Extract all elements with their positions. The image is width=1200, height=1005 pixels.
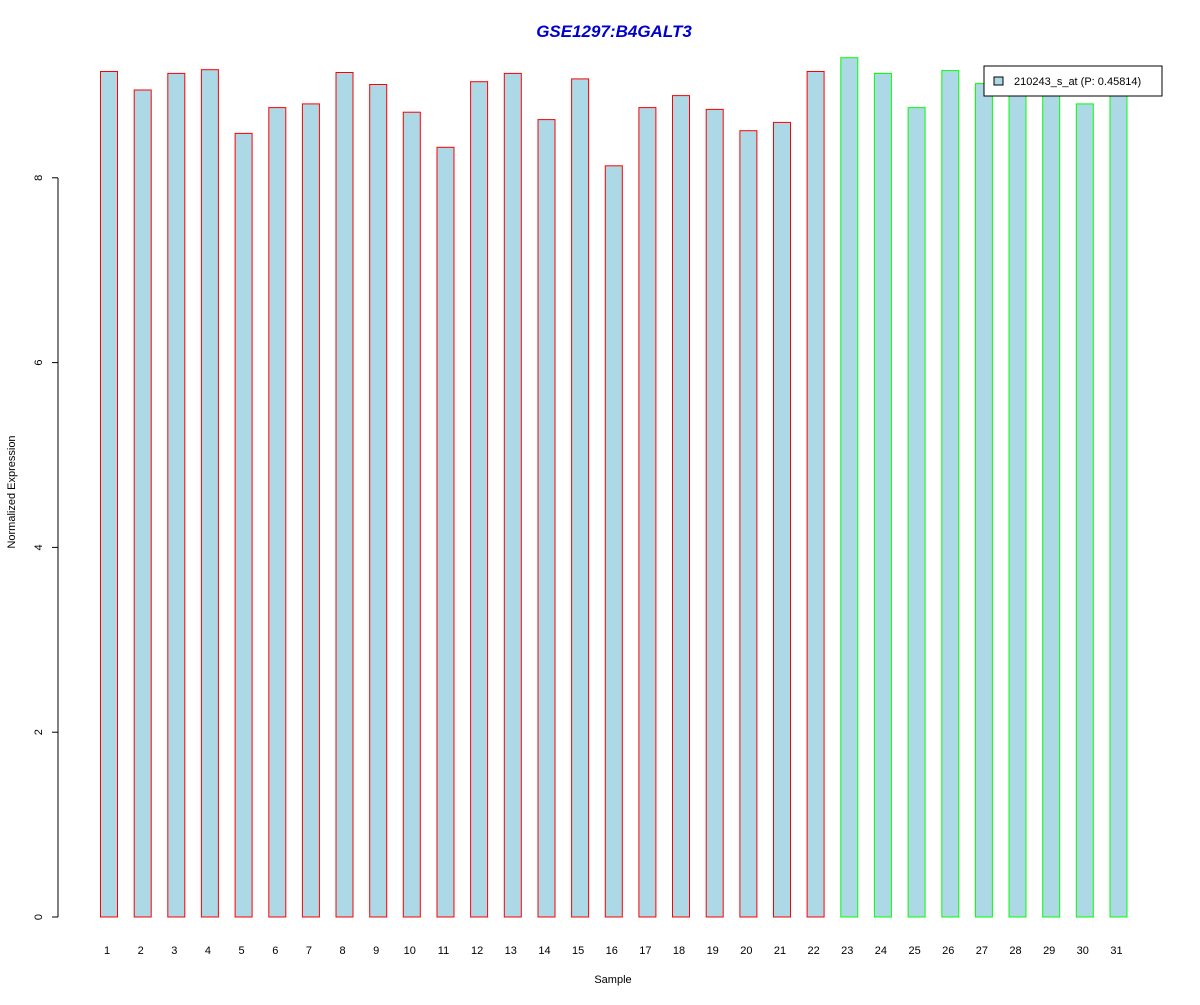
x-tick-label: 29 xyxy=(1043,945,1055,957)
x-tick-label: 4 xyxy=(205,945,211,957)
x-tick-label: 16 xyxy=(606,945,618,957)
legend: 210243_s_at (P: 0.45814) xyxy=(983,65,1163,97)
bar-22 xyxy=(806,71,825,918)
bar-17 xyxy=(638,107,657,918)
x-tick-label: 3 xyxy=(171,945,177,957)
x-tick-label: 31 xyxy=(1110,945,1122,957)
bar-10 xyxy=(402,111,421,918)
x-tick-label: 26 xyxy=(942,945,954,957)
bar-14 xyxy=(537,119,556,918)
x-tick-label: 25 xyxy=(908,945,920,957)
bar-20 xyxy=(739,130,758,918)
bar-25 xyxy=(907,107,926,918)
bars-layer xyxy=(100,57,1128,918)
x-tick-label: 11 xyxy=(438,945,449,957)
bar-27 xyxy=(974,83,993,918)
bar-19 xyxy=(705,108,724,918)
legend-label: 210243_s_at (P: 0.45814) xyxy=(1014,76,1141,88)
x-tick-label: 13 xyxy=(505,945,517,957)
bar-18 xyxy=(672,95,690,918)
x-tick-labels: 1 2 3 4 5 6 7 8 9 10 11 12 13 14 15 16 17 18 19 20 21 22 23 24 2… xyxy=(104,945,1123,957)
x-tick-label: 1 xyxy=(104,945,110,957)
x-tick-label: 6 xyxy=(272,945,278,957)
x-tick-label: 20 xyxy=(740,945,752,957)
bar-16 xyxy=(604,165,623,918)
x-tick-label: 23 xyxy=(841,945,853,957)
x-tick-label: 2 xyxy=(138,945,144,957)
bar-11 xyxy=(436,146,455,918)
x-tick-label: 9 xyxy=(373,945,379,957)
bar-12 xyxy=(470,81,489,918)
y-tick-label: 8 xyxy=(33,175,45,181)
x-tick-label: 14 xyxy=(538,945,550,957)
bar-31 xyxy=(1109,87,1128,918)
bar-15 xyxy=(571,78,590,918)
bar-9 xyxy=(369,84,388,918)
y-axis: 0 2 4 6 8 xyxy=(33,175,59,920)
x-tick-label: 24 xyxy=(875,945,887,957)
x-tick-label: 19 xyxy=(707,945,719,957)
y-axis-label: Normalized Expression xyxy=(6,435,18,548)
y-tick-label: 6 xyxy=(33,360,45,366)
bar-3 xyxy=(167,72,186,918)
bar-28 xyxy=(1008,95,1027,918)
bar-23 xyxy=(840,57,859,918)
x-tick-label: 15 xyxy=(572,945,584,957)
x-tick-label: 12 xyxy=(471,945,483,957)
y-tick-label: 2 xyxy=(33,729,45,735)
x-tick-label: 5 xyxy=(239,945,245,957)
x-tick-label: 8 xyxy=(339,945,345,957)
bar-29 xyxy=(1042,87,1061,918)
x-tick-label: 17 xyxy=(639,945,651,957)
legend-box xyxy=(983,65,1163,97)
x-tick-label: 28 xyxy=(1009,945,1021,957)
bar-24 xyxy=(873,72,892,918)
x-tick-label: 27 xyxy=(976,945,988,957)
bar-21 xyxy=(773,121,791,918)
y-tick-label: 4 xyxy=(33,544,45,550)
y-tick-label: 0 xyxy=(33,914,45,920)
x-tick-label: 21 xyxy=(774,945,786,957)
bar-30 xyxy=(1075,103,1094,918)
x-tick-label: 10 xyxy=(404,945,416,957)
bar-26 xyxy=(941,70,960,918)
bar-2 xyxy=(133,89,152,918)
chart-title: GSE1297:B4GALT3 xyxy=(536,22,692,41)
bar-8 xyxy=(335,72,354,918)
bar-6 xyxy=(268,107,287,918)
bar-4 xyxy=(200,69,219,918)
bar-5 xyxy=(234,132,253,918)
x-tick-label: 22 xyxy=(807,945,819,957)
x-tick-label: 7 xyxy=(306,945,312,957)
bar-1 xyxy=(100,71,118,918)
x-tick-label: 18 xyxy=(673,945,685,957)
bar-13 xyxy=(503,72,522,918)
x-tick-label: 30 xyxy=(1077,945,1089,957)
bar-7 xyxy=(301,103,320,918)
x-axis-label: Sample xyxy=(594,974,631,986)
legend-swatch xyxy=(993,76,1004,86)
